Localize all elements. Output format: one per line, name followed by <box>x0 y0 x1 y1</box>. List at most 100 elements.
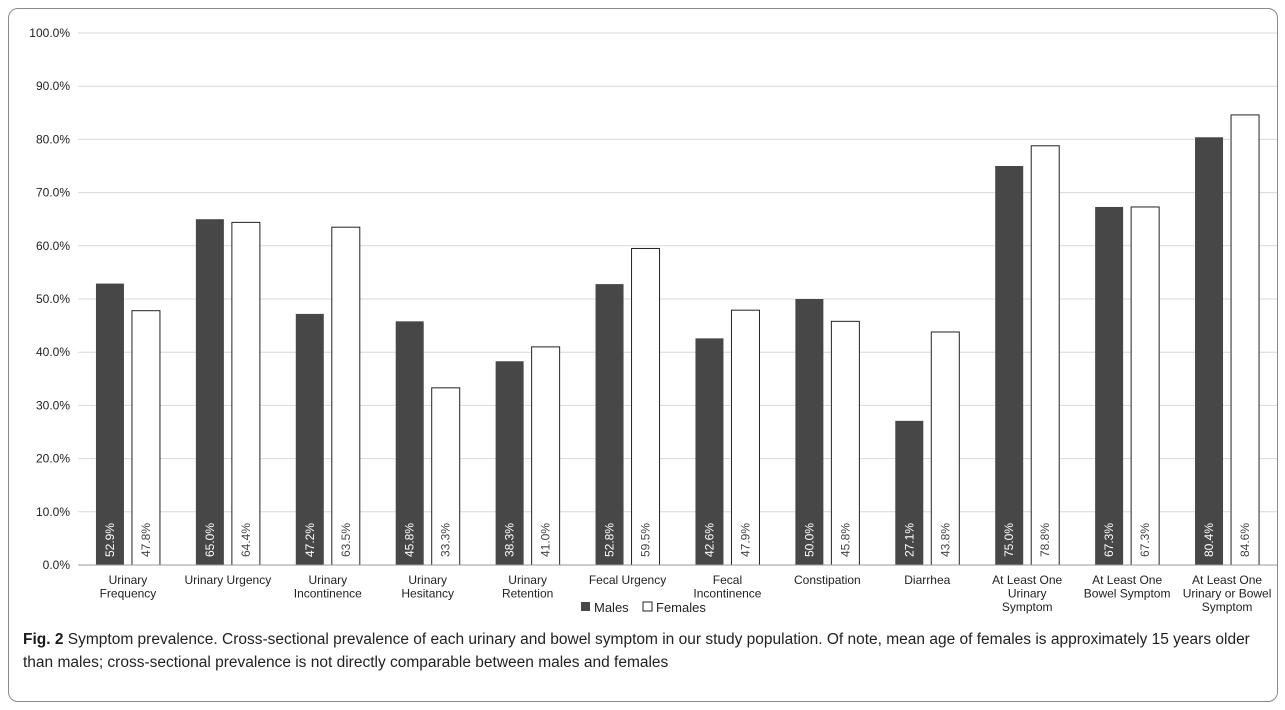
legend-item-males: Males <box>581 600 629 615</box>
x-category-label-line: Bowel Symptom <box>1084 587 1171 601</box>
bar-males <box>895 420 924 565</box>
bar-females <box>930 331 960 566</box>
data-label-females: 41.0% <box>539 523 553 557</box>
bar-males <box>195 219 224 565</box>
bar-chart: 0.0% 10.0% 20.0% 30.0% 40.0% 50.0% 60.0% 70.0% 8… <box>29 26 1277 615</box>
x-category-label-line: Diarrhea <box>904 573 950 587</box>
data-label-males: 52.9% <box>103 523 117 557</box>
x-category-label-line: Incontinence <box>294 587 362 601</box>
figure-caption: Fig. 2 Symptom prevalence. Cross-section… <box>23 628 1263 674</box>
bar-females <box>531 346 561 566</box>
bar-females <box>830 320 860 566</box>
x-category-label-line: Urinary <box>1008 587 1047 601</box>
x-category-label: Diarrhea <box>904 573 950 587</box>
bar-females <box>730 309 760 566</box>
x-category-label: Fecal Incontinence <box>693 573 761 601</box>
x-category-label-line: Urinary <box>109 573 148 587</box>
x-category-label-line: Frequency <box>100 587 157 601</box>
legend-swatch <box>642 601 653 612</box>
x-category-label: Urinary Urgency <box>185 573 272 587</box>
data-label-males: 80.4% <box>1202 523 1216 557</box>
data-label-females: 59.5% <box>639 523 653 557</box>
y-tick-label: 90.0% <box>36 79 70 93</box>
data-label-females: 84.6% <box>1238 523 1252 557</box>
figure-label: Fig. 2 <box>23 631 64 648</box>
bar-males <box>695 338 724 565</box>
data-label-males: 27.1% <box>902 523 916 557</box>
gridlines <box>78 32 1277 513</box>
x-category-label-line: Urinary <box>508 573 547 587</box>
bar-males <box>295 313 324 565</box>
x-category-label-line: At Least One <box>1092 573 1162 587</box>
data-label-males: 42.6% <box>702 523 716 557</box>
y-tick-label: 70.0% <box>36 186 70 200</box>
bar-females <box>1030 145 1060 566</box>
data-label-males: 38.3% <box>503 523 517 557</box>
x-category-label-line: At Least One <box>992 573 1062 587</box>
data-label-females: 33.3% <box>439 523 453 557</box>
x-category-label-line: Hesitancy <box>401 587 454 601</box>
x-category-label-line: Symptom <box>1002 600 1053 614</box>
x-category-label-line: Fecal <box>713 573 742 587</box>
bar-males <box>795 299 824 565</box>
bar-females <box>1230 114 1260 566</box>
data-label-males: 67.3% <box>1102 523 1116 557</box>
data-label-females: 45.8% <box>838 523 852 557</box>
bar-males <box>395 321 424 565</box>
x-category-label: At Least One Urinary or Bowel Symptom <box>1183 573 1272 614</box>
x-category-label-line: Urinary or Bowel <box>1183 587 1272 601</box>
legend-label: Females <box>656 600 706 615</box>
legend-item-females: Females <box>642 600 706 615</box>
bar-males <box>1195 137 1224 565</box>
bar-males <box>595 284 624 565</box>
legend-swatch <box>581 602 590 611</box>
x-category-label: Urinary Frequency <box>100 573 157 601</box>
data-label-males: 50.0% <box>802 523 816 557</box>
y-tick-label: 50.0% <box>36 292 70 306</box>
y-tick-label: 80.0% <box>36 132 70 146</box>
data-label-females: 78.8% <box>1038 523 1052 557</box>
x-category-label-line: Fecal Urgency <box>589 573 666 587</box>
x-category-label: Urinary Retention <box>502 573 553 601</box>
x-category-label-line: Constipation <box>794 573 861 587</box>
bar-females <box>1130 206 1160 566</box>
legend-label: Males <box>594 600 629 615</box>
y-tick-label: 30.0% <box>36 398 70 412</box>
data-label-males: 52.8% <box>603 523 617 557</box>
y-axis: 0.0% 10.0% 20.0% 30.0% 40.0% 50.0% 60.0% 70.0% 8… <box>29 26 70 572</box>
data-label-females: 67.3% <box>1138 523 1152 557</box>
x-category-label-line: Symptom <box>1202 600 1253 614</box>
x-category-label-line: Urinary <box>408 573 447 587</box>
x-category-label: Fecal Urgency <box>589 573 666 587</box>
bars: 52.9% 47.8% 65.0% 64.4% 47.2% 63.5% 45.8% 33.3%… <box>95 114 1260 566</box>
data-label-males: 45.8% <box>403 523 417 557</box>
bar-males <box>1095 206 1124 566</box>
x-category-label-line: At Least One <box>1192 573 1262 587</box>
data-label-males: 47.2% <box>303 523 317 557</box>
data-label-females: 43.8% <box>938 523 952 557</box>
bar-females <box>231 221 261 566</box>
y-tick-label: 60.0% <box>36 239 70 253</box>
bar-females <box>631 247 661 566</box>
x-category-label-line: Incontinence <box>693 587 761 601</box>
x-category-label: At Least One Urinary Symptom <box>992 573 1062 614</box>
data-label-females: 47.9% <box>738 523 752 557</box>
data-label-males: 75.0% <box>1002 523 1016 557</box>
bar-males <box>495 361 524 565</box>
y-tick-label: 0.0% <box>43 558 71 572</box>
bar-females <box>331 226 361 566</box>
y-tick-label: 100.0% <box>29 26 70 40</box>
legend: Males Females <box>581 600 706 615</box>
bar-males <box>995 166 1024 565</box>
data-label-males: 65.0% <box>203 523 217 557</box>
x-category-label-line: Urinary Urgency <box>185 573 272 587</box>
caption-text: Symptom prevalence. Cross-sectional prev… <box>23 631 1250 671</box>
x-category-label-line: Urinary <box>308 573 347 587</box>
data-label-females: 47.8% <box>139 523 153 557</box>
y-tick-label: 40.0% <box>36 345 70 359</box>
figure-frame: 0.0% 10.0% 20.0% 30.0% 40.0% 50.0% 60.0% 70.0% 8… <box>8 8 1278 702</box>
x-category-label: Urinary Incontinence <box>294 573 362 601</box>
y-tick-label: 10.0% <box>36 505 70 519</box>
data-label-females: 63.5% <box>339 523 353 557</box>
